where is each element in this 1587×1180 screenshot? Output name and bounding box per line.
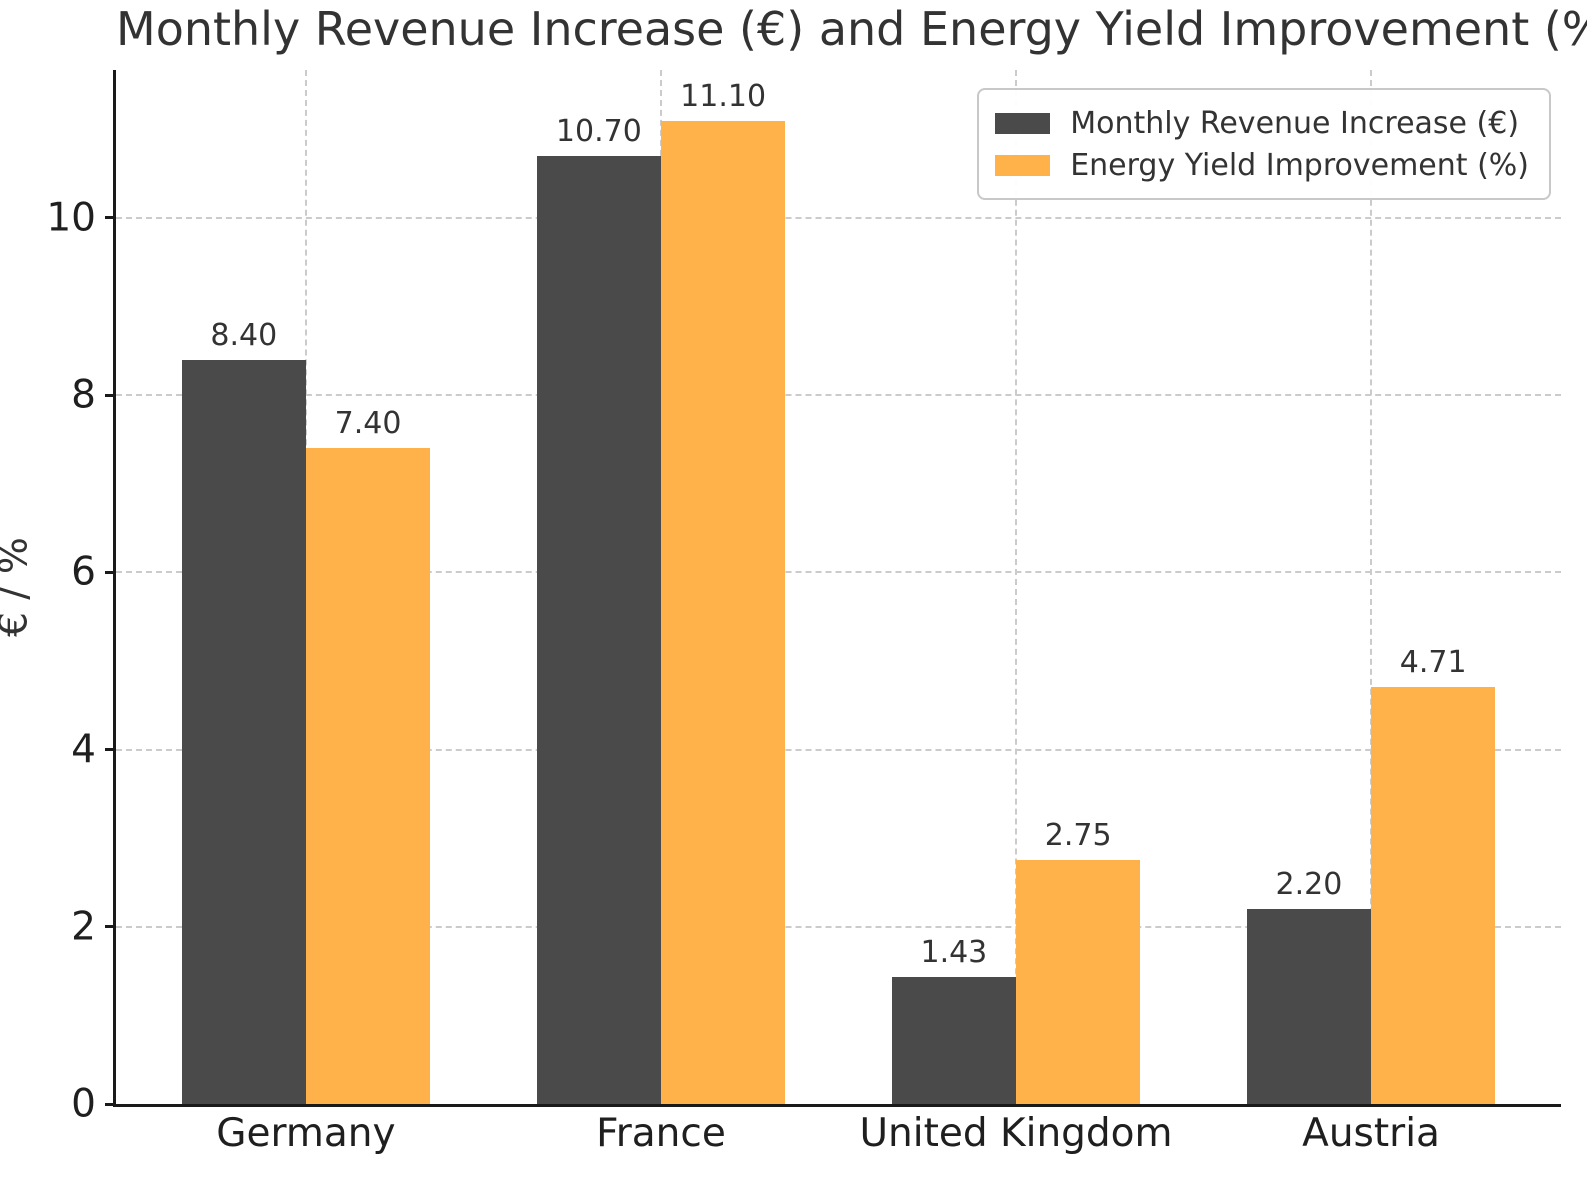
- plot-area: 8.40 10.70 1.43 2.20 7.40 11.10 2.75 4.71: [116, 70, 1561, 1104]
- bar-value-label: 1.43: [920, 935, 988, 971]
- bar-value-label: 11.10: [680, 78, 767, 114]
- bar-value-label: 10.70: [555, 113, 642, 149]
- bar-value-label: 7.40: [334, 406, 402, 442]
- x-tick-label-germany: Germany: [216, 1111, 396, 1156]
- gridline-horizontal: [116, 748, 1561, 751]
- y-tick-label: 6: [71, 549, 96, 595]
- legend-item: Monthly Revenue Increase (€): [995, 102, 1529, 144]
- chart-title: Monthly Revenue Increase (€) and Energy …: [116, 2, 1587, 56]
- bar-france-s0: [536, 155, 661, 1104]
- gridline-vertical: [1370, 70, 1373, 1104]
- bar-austria-s0: [1246, 909, 1372, 1104]
- gridline-horizontal: [116, 925, 1561, 928]
- x-tick-label-france: France: [596, 1111, 726, 1156]
- gridline-horizontal: [116, 394, 1561, 397]
- gridline-horizontal: [116, 571, 1561, 574]
- y-tick-label: 8: [71, 372, 96, 418]
- legend-label: Energy Yield Improvement (%): [1070, 147, 1529, 183]
- bar-value-label: 8.40: [210, 317, 278, 353]
- bar-germany-s1: [305, 448, 431, 1104]
- bar-germany-s0: [181, 359, 306, 1104]
- y-tick-mark: [105, 1102, 114, 1106]
- bar-value-label: 4.71: [1399, 644, 1467, 680]
- y-tick-mark: [105, 216, 114, 220]
- y-tick-mark: [105, 748, 114, 752]
- bar-value-label: 2.75: [1044, 818, 1112, 854]
- y-tick-label: 0: [71, 1081, 96, 1127]
- bar-france-s1: [660, 120, 786, 1104]
- legend-swatch: [995, 112, 1051, 134]
- legend-swatch: [995, 154, 1051, 176]
- bar-value-label: 2.20: [1275, 867, 1343, 903]
- y-axis-spine: [113, 70, 116, 1107]
- y-tick-mark: [105, 925, 114, 929]
- bar-austria-s1: [1371, 686, 1496, 1104]
- gridline-vertical: [1015, 70, 1018, 1104]
- legend-label: Monthly Revenue Increase (€): [1070, 105, 1520, 141]
- y-tick-label: 4: [71, 727, 96, 773]
- bar-united-kingdom-s0: [891, 977, 1016, 1104]
- legend: Monthly Revenue Increase (€) Energy Yield…: [977, 88, 1551, 200]
- gridline-horizontal: [116, 216, 1561, 219]
- y-tick-label: 2: [71, 904, 96, 950]
- legend-item: Energy Yield Improvement (%): [995, 144, 1529, 186]
- y-tick-label: 10: [46, 195, 96, 241]
- bar-united-kingdom-s1: [1016, 860, 1141, 1104]
- y-tick-mark: [105, 393, 114, 397]
- x-tick-label-austria: Austria: [1302, 1111, 1440, 1156]
- x-axis-spine: [113, 1104, 1561, 1107]
- x-tick-label-united-kingdom: United Kingdom: [859, 1111, 1173, 1156]
- y-tick-mark: [105, 570, 114, 574]
